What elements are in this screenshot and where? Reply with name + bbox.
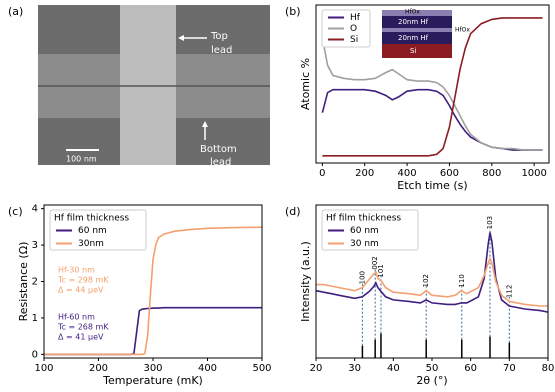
peak-label: 112 (505, 285, 513, 298)
annotation: Δ = 41 μeV (58, 333, 104, 342)
annotation: Tc = 268 mK (57, 323, 109, 332)
plot-frame (315, 4, 550, 164)
x-tick-label: 1000 (521, 168, 546, 179)
x-tick-label: 200 (355, 168, 374, 179)
panel-label: (d) (285, 205, 301, 218)
peak-label: 002 (371, 256, 379, 269)
x-tick-label: 70 (503, 363, 516, 374)
y-tick-label: 0 (32, 349, 38, 360)
image-label: lead (211, 45, 232, 56)
inset-label: HfOx (455, 27, 470, 34)
x-tick-label: 400 (198, 363, 217, 374)
peak-label: 102 (422, 274, 430, 287)
image-label: Bottom (200, 144, 237, 155)
legend-title: Hf film thickness (326, 214, 401, 224)
peak-label: 103 (486, 216, 494, 229)
panel-label: (b) (285, 5, 301, 18)
legend-label: 30 nm (350, 239, 379, 249)
x-tick-label: 600 (440, 168, 459, 179)
legend-label: 30nm (78, 239, 104, 249)
x-tick-label: 800 (482, 168, 501, 179)
x-tick-label: 200 (89, 363, 108, 374)
annotation: Hf-60 nm (58, 313, 95, 322)
sem-image (38, 5, 270, 165)
y-tick-label: 3 (32, 240, 38, 251)
series-line (322, 17, 543, 157)
inset-stack (382, 10, 452, 58)
inset-label: HfOx (405, 9, 420, 16)
peak-label: 101 (377, 264, 385, 277)
legend-box (321, 209, 419, 251)
legend-label: 60 nm (350, 226, 379, 236)
x-tick-label: 80 (542, 363, 555, 374)
legend-title: Hf film thickness (54, 214, 129, 224)
peak-label: 110 (458, 274, 466, 287)
y-axis-label: Intensity (a.u.) (299, 241, 312, 322)
series-line (316, 256, 548, 307)
series-line (321, 37, 543, 151)
y-tick-label: 1 (32, 313, 38, 324)
series-line (315, 232, 549, 313)
inset-label: Si (410, 47, 416, 55)
legend-label: Hf (350, 13, 361, 23)
x-axis-label: 2θ (°) (416, 374, 447, 387)
legend-label: O (350, 24, 357, 34)
annotation: Tc = 298 mK (57, 276, 109, 285)
y-axis-label: Atomic % (299, 58, 312, 110)
annotation: Hf-30 nm (58, 266, 95, 275)
y-tick-label: 4 (32, 204, 38, 215)
scale-bar-label: 100 nm (66, 155, 97, 164)
legend-label: Si (350, 35, 358, 45)
legend-box (321, 9, 371, 48)
x-tick-label: 100 (34, 363, 53, 374)
series-line (44, 226, 263, 356)
image-label: Top (210, 31, 228, 42)
peak-label: 100 (358, 271, 366, 284)
x-tick-label: 60 (464, 363, 477, 374)
plot-frame (315, 204, 549, 359)
annotation: Δ = 44 μeV (58, 286, 104, 295)
panel-label: (a) (8, 5, 23, 18)
x-tick-label: 40 (387, 363, 400, 374)
x-tick-label: 400 (398, 168, 417, 179)
legend-box (49, 209, 147, 251)
plot-frame (43, 204, 263, 359)
series-line (321, 88, 543, 151)
x-tick-label: 0 (319, 168, 325, 179)
legend-label: 60 nm (78, 226, 107, 236)
image-label: lead (210, 157, 231, 168)
inset-label: 20nm Hf (398, 18, 429, 26)
x-axis-label: Etch time (s) (397, 179, 467, 192)
panel-label: (c) (8, 205, 23, 218)
y-axis-label: Resistance (Ω) (17, 242, 30, 322)
x-tick-label: 30 (348, 363, 361, 374)
x-tick-label: 20 (310, 363, 323, 374)
x-tick-label: 500 (252, 363, 271, 374)
x-tick-label: 50 (426, 363, 439, 374)
y-tick-label: 2 (32, 277, 38, 288)
x-axis-label: Temperature (mK) (102, 374, 203, 387)
inset-label: 20nm Hf (398, 34, 429, 42)
x-tick-label: 300 (143, 363, 162, 374)
